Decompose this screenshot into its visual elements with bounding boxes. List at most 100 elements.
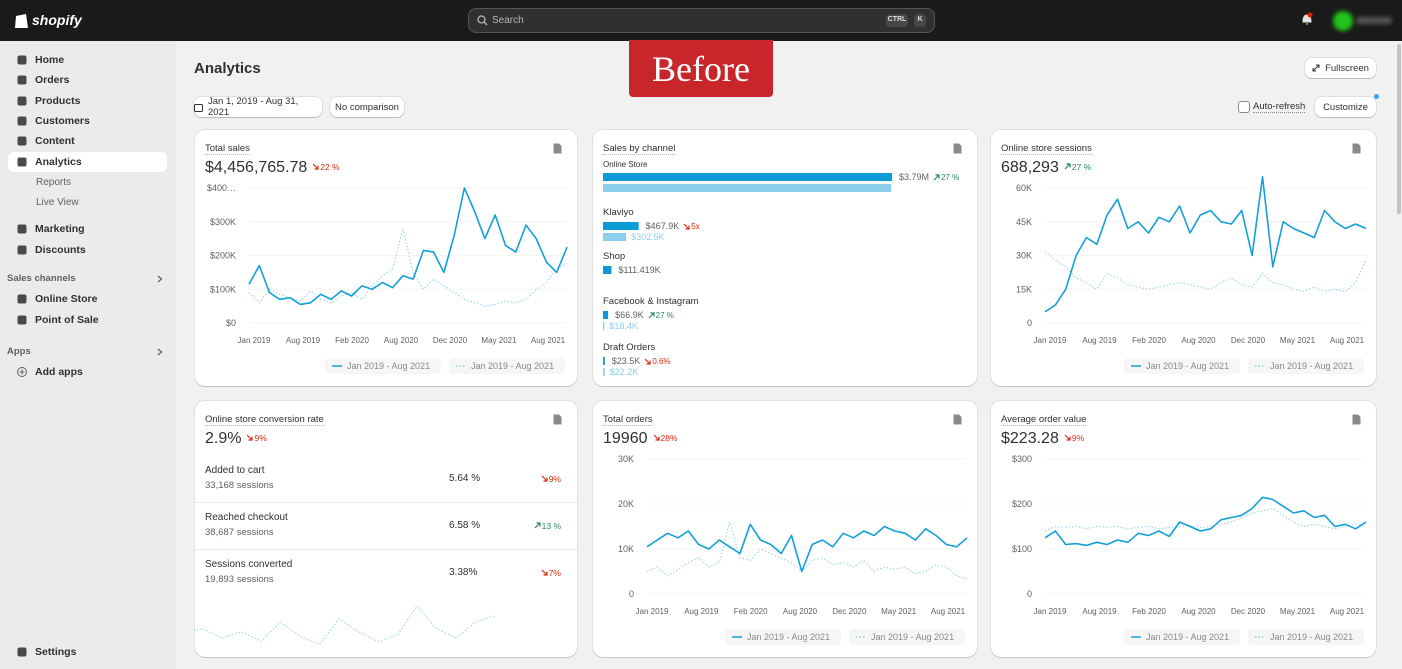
section-chevron xyxy=(157,275,163,283)
y-tick-label: 60K xyxy=(1016,183,1032,193)
bar-previous-label: $22.2K xyxy=(609,367,639,377)
legend-item[interactable]: Jan 2019 - Aug 2021 xyxy=(1124,629,1240,645)
page-title: Analytics xyxy=(194,60,261,77)
legend-item[interactable]: Jan 2019 - Aug 2021 xyxy=(849,629,965,645)
bar-value-label: $23.5K xyxy=(611,356,641,366)
x-tick-label: May 2021 xyxy=(1280,607,1316,616)
card-title[interactable]: Average order value xyxy=(1001,414,1087,427)
funnel-step-sessions: 33,168 sessions xyxy=(205,480,274,491)
channel-name: Shop xyxy=(603,251,626,262)
legend-item[interactable]: Jan 2019 - Aug 2021 xyxy=(1248,358,1364,374)
y-tick-label: $200 xyxy=(1012,499,1032,509)
calendar-icon xyxy=(194,103,203,112)
bar xyxy=(603,173,892,181)
arrow-shape xyxy=(683,223,690,230)
section-title[interactable]: Sales channels xyxy=(7,273,76,284)
x-tick-label: Jan 2019 xyxy=(636,607,669,616)
nav-item[interactable]: Products xyxy=(35,95,81,107)
funnel-step-rate: 6.58 % xyxy=(449,520,481,531)
fullscreen-button[interactable]: Fullscreen xyxy=(1305,58,1376,78)
bar-change: 0.6% xyxy=(652,357,671,366)
card-title[interactable]: Online store sessions xyxy=(1001,143,1092,156)
export-icon xyxy=(1352,143,1361,154)
legend-item[interactable]: Jan 2019 - Aug 2021 xyxy=(1248,629,1364,645)
auto-refresh-label[interactable]: Auto-refresh xyxy=(1253,101,1306,114)
nav-icon-shape xyxy=(17,245,27,255)
nav-item[interactable]: Online Store xyxy=(35,293,98,305)
nav-item[interactable]: Point of Sale xyxy=(35,314,99,326)
nav-item[interactable]: Home xyxy=(35,54,65,66)
customize-button[interactable]: Customize xyxy=(1315,97,1376,117)
notification-bell xyxy=(1302,12,1313,25)
x-tick-label: May 2021 xyxy=(481,336,517,345)
x-tick-label: Feb 2020 xyxy=(1132,607,1166,616)
user-avatar[interactable] xyxy=(1333,11,1353,31)
bar xyxy=(603,357,605,365)
channel-name: Facebook & Instagram xyxy=(603,296,699,307)
y-tick-label: 30K xyxy=(618,454,634,464)
date-range-button-text[interactable]: Jan 1, 2019 - Aug 31, 2021 xyxy=(208,96,299,118)
funnel-step-label: Reached checkout xyxy=(205,512,288,523)
nav-icon xyxy=(17,294,27,304)
card-title[interactable]: Total orders xyxy=(603,414,653,427)
legend-item[interactable]: Jan 2019 - Aug 2021 xyxy=(449,358,565,374)
export-icon xyxy=(553,143,562,154)
legend-item[interactable]: Jan 2019 - Aug 2021 xyxy=(325,358,441,374)
auto-refresh-checkbox[interactable] xyxy=(1238,101,1250,113)
x-tick-label: Jan 2019 xyxy=(1034,607,1067,616)
funnel-step-change: 9% xyxy=(548,474,561,484)
bar-previous xyxy=(603,233,627,241)
section-title[interactable]: Apps xyxy=(7,346,31,357)
row-divider xyxy=(195,549,577,550)
nav-item[interactable]: Orders xyxy=(35,74,70,86)
legend-item[interactable]: Jan 2019 - Aug 2021 xyxy=(1124,358,1240,374)
bar xyxy=(603,266,612,274)
legend-swatch xyxy=(456,365,466,367)
nav-item[interactable]: Add apps xyxy=(35,366,83,378)
nav-item[interactable]: Customers xyxy=(35,115,90,127)
search-icon-handle xyxy=(483,21,488,26)
series-line xyxy=(1044,496,1367,547)
nav-icon-shape xyxy=(17,294,27,304)
comparison-button-text[interactable]: No comparison xyxy=(335,101,399,113)
date-range-button[interactable]: Jan 1, 2019 - Aug 31, 2021 xyxy=(194,96,322,118)
series-line xyxy=(248,228,568,307)
nav-item[interactable]: Settings xyxy=(35,646,77,658)
nav-subitem[interactable]: Reports xyxy=(36,177,72,188)
customize-button-text[interactable]: Customize xyxy=(1323,101,1368,113)
card-title[interactable]: Sales by channel xyxy=(603,143,676,156)
bell-dot xyxy=(1307,12,1313,18)
bar-change: 5x xyxy=(691,222,700,231)
nav-icon xyxy=(17,116,27,126)
bar-value-label: $111.419K xyxy=(618,265,661,275)
y-tick-label: $300 xyxy=(1012,454,1032,464)
search-box[interactable]: Search CTRL K xyxy=(468,8,935,33)
nav-item[interactable]: Discounts xyxy=(35,244,86,256)
nav-icon-shape xyxy=(17,116,27,126)
nav-subitem[interactable]: Live View xyxy=(36,197,79,208)
nav-item[interactable]: Analytics xyxy=(35,156,82,168)
comparison-button[interactable]: No comparison xyxy=(330,97,404,117)
arrow-shape xyxy=(648,312,655,319)
legend-item[interactable]: Jan 2019 - Aug 2021 xyxy=(725,629,841,645)
trend-arrow xyxy=(644,358,651,365)
funnel-step-change: 13 % xyxy=(541,521,561,531)
nav-item[interactable]: Content xyxy=(35,135,75,147)
x-tick-label: Aug 2021 xyxy=(531,336,566,345)
card-change: 9% xyxy=(1071,433,1085,443)
card-title[interactable]: Total sales xyxy=(205,143,250,156)
bar-value-label: $3.79M xyxy=(899,172,930,182)
bar-previous-label: $18.4K xyxy=(609,321,638,331)
card-title[interactable]: Online store conversion rate xyxy=(205,414,324,427)
nav-item[interactable]: Marketing xyxy=(35,223,85,235)
shortcut-key: K xyxy=(914,14,926,27)
x-tick-label: Dec 2020 xyxy=(832,607,867,616)
legend-swatch xyxy=(1131,365,1141,367)
nav-icon-shape xyxy=(17,157,27,167)
trend-arrow xyxy=(541,569,548,576)
bar-value-label: $66.9K xyxy=(615,310,644,320)
sparkline xyxy=(195,605,496,646)
legend-swatch xyxy=(1131,636,1141,638)
fullscreen-button-text[interactable]: Fullscreen xyxy=(1325,62,1369,74)
